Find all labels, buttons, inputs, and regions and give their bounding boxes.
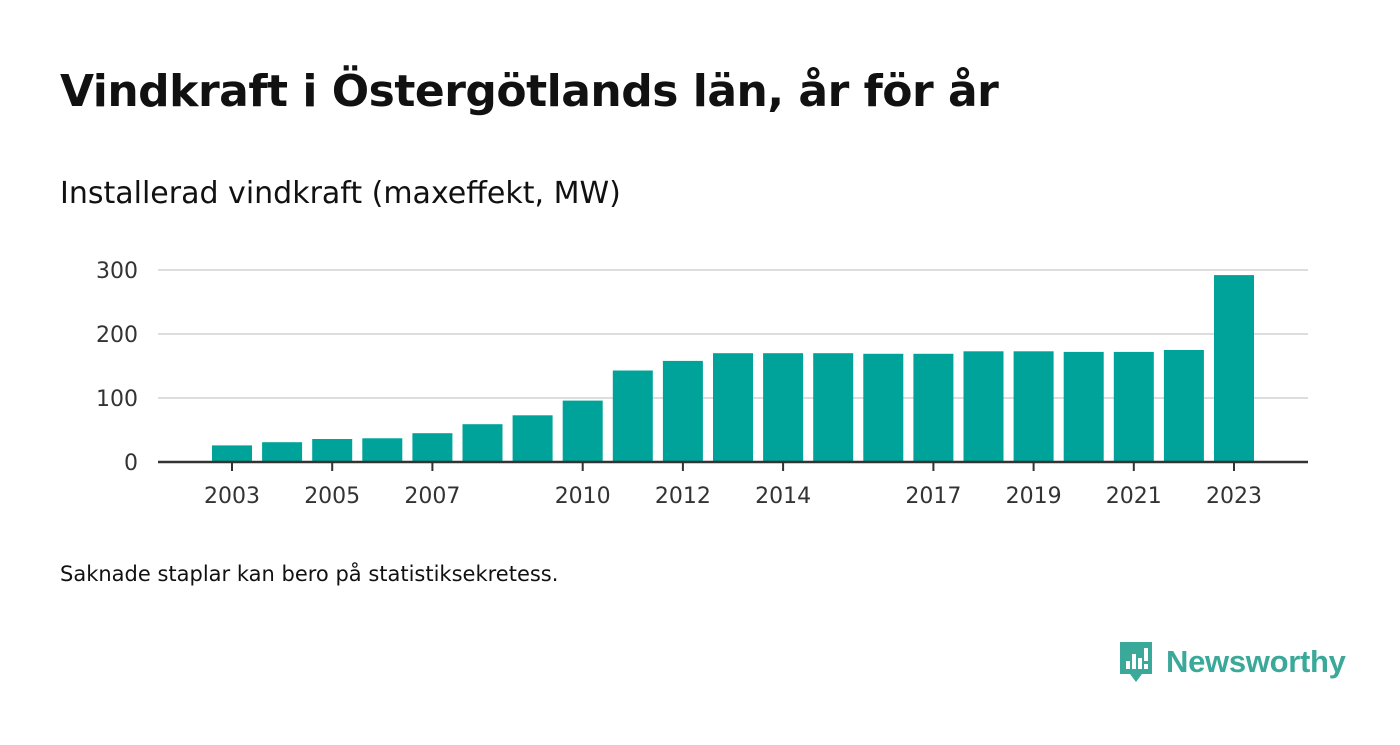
- x-tick-label-2007: 2007: [404, 484, 460, 509]
- x-axis-ticks: [231, 462, 1235, 471]
- bar-2011: [612, 370, 653, 462]
- x-tick-label-2014: 2014: [755, 484, 811, 509]
- newsworthy-logo-icon: [1120, 642, 1152, 682]
- bar-2009: [512, 415, 553, 462]
- bar-2004: [262, 442, 303, 462]
- x-tick-label-2023: 2023: [1206, 484, 1262, 509]
- x-axis-tick-labels: 2003 2005 2007 2010 2012 2014 2017 2019 2021 2023: [204, 484, 1262, 509]
- bar-2014: [763, 353, 804, 462]
- y-tick-label-100: 100: [96, 387, 138, 412]
- bar-2012: [662, 360, 703, 462]
- y-tick-label-300: 300: [96, 259, 138, 284]
- newsworthy-logo[interactable]: Newsworthy: [1118, 640, 1346, 684]
- x-tick-label-2017: 2017: [905, 484, 961, 509]
- x-tick-label-2021: 2021: [1106, 484, 1162, 509]
- bar-2007: [412, 433, 453, 462]
- x-tick-label-2019: 2019: [1006, 484, 1062, 509]
- x-tick-label-2012: 2012: [655, 484, 711, 509]
- bar-2003: [212, 445, 252, 462]
- bar-2016: [863, 353, 904, 462]
- bars: [212, 275, 1254, 462]
- x-tick-label-2010: 2010: [555, 484, 611, 509]
- y-tick-label-200: 200: [96, 323, 138, 348]
- chart-subtitle: Installerad vindkraft (maxeffekt, MW): [60, 176, 621, 211]
- x-tick-label-2005: 2005: [304, 484, 360, 509]
- y-axis-tick-labels: 0 100 200 300: [96, 259, 138, 476]
- y-tick-label-0: 0: [124, 451, 138, 476]
- bar-2017: [913, 353, 954, 462]
- bar-2013: [713, 353, 753, 462]
- bar-2022: [1163, 350, 1204, 462]
- x-tick-label-2003: 2003: [204, 484, 260, 509]
- bar-2006: [362, 438, 403, 462]
- bar-2005: [312, 439, 353, 462]
- bar-2019: [1013, 351, 1054, 462]
- chart-title: Vindkraft i Östergötlands län, år för år: [60, 66, 999, 117]
- bar-2020: [1063, 351, 1104, 462]
- bar-2018: [963, 351, 1004, 462]
- bar-2010: [562, 400, 603, 462]
- brand-name: Newsworthy: [1166, 644, 1346, 679]
- footnote: Saknade staplar kan bero på statistiksek…: [60, 562, 559, 586]
- bar-2015: [813, 353, 854, 462]
- bar-2023: [1214, 275, 1254, 462]
- bar-2008: [462, 424, 503, 462]
- bar-2021: [1113, 351, 1154, 462]
